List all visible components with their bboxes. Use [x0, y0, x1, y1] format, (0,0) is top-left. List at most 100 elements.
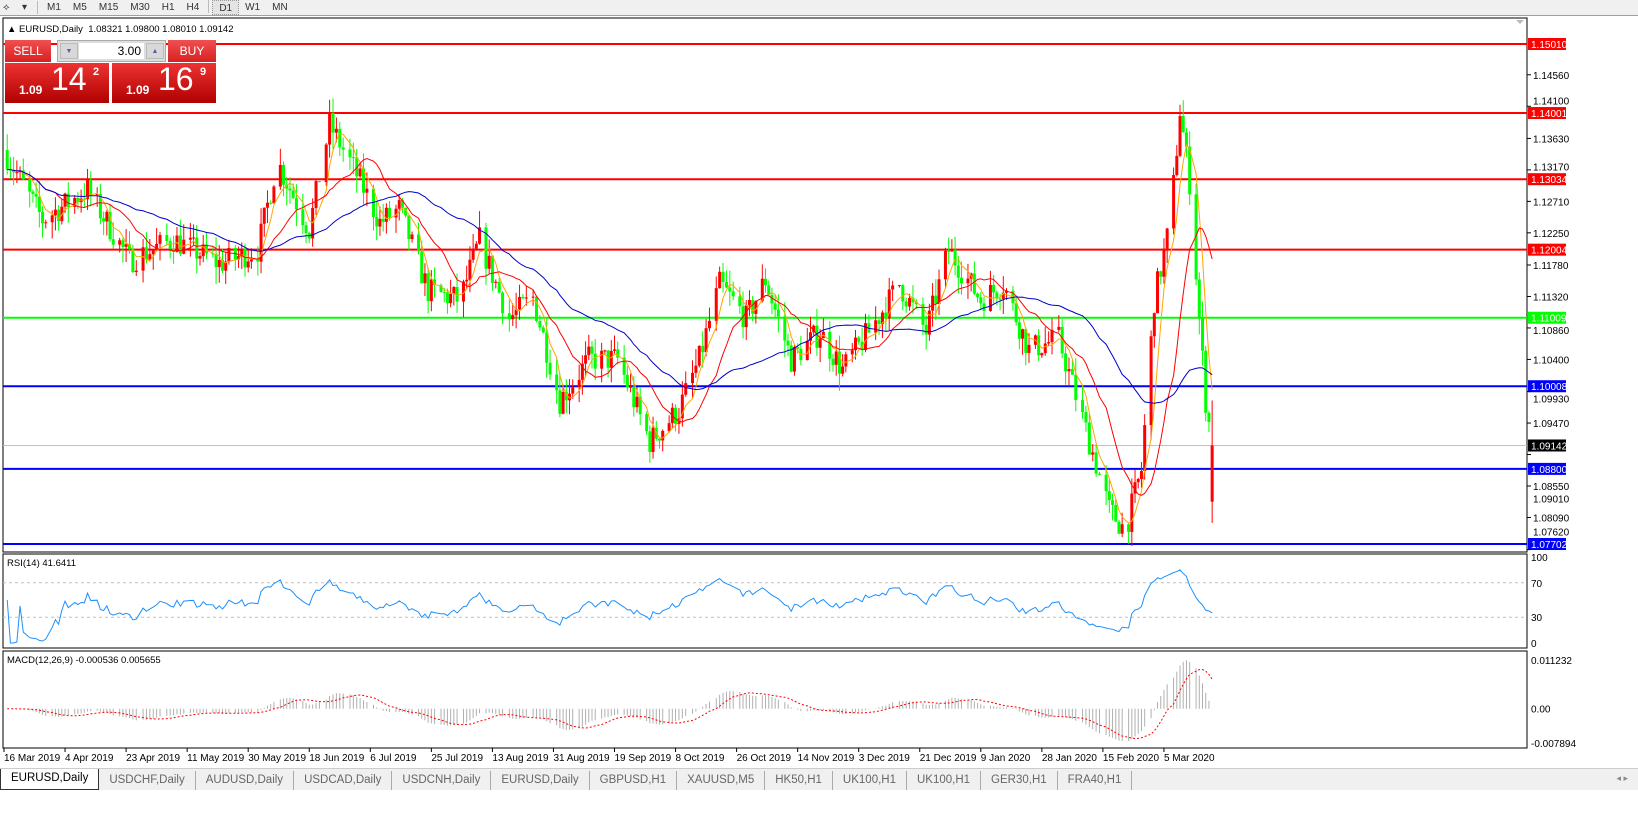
candle-body [15, 172, 19, 174]
candle-body [237, 256, 241, 260]
ohlc-values: 1.08321 1.09800 1.08010 1.09142 [88, 24, 234, 35]
candle-body [294, 198, 298, 210]
candle-body [60, 206, 64, 222]
candle-body [98, 193, 102, 219]
candle-body [1120, 524, 1124, 534]
candle-body [445, 292, 449, 304]
candle-body [44, 222, 48, 224]
line-studies-icon[interactable]: ⟡ [3, 2, 10, 13]
candle-body [587, 346, 591, 356]
candle-body [461, 281, 465, 302]
chart-tab[interactable]: FRA40,H1 [1058, 771, 1133, 790]
candle-body [410, 234, 414, 240]
candle-body [786, 340, 790, 346]
timeframe-m30[interactable]: M30 [130, 2, 150, 13]
candle-body [41, 211, 45, 224]
candle-body [625, 374, 629, 388]
candle-body [204, 244, 208, 254]
timeframe-m15[interactable]: M15 [98, 2, 119, 13]
chart-tab[interactable]: USDCHF,Daily [99, 771, 196, 790]
candle-body [837, 351, 841, 374]
chart-tab[interactable]: XAUUSD,M5 [677, 771, 766, 790]
chart-tab[interactable]: UK100,H1 [907, 771, 982, 790]
candle-body [609, 350, 613, 368]
lot-increase-button[interactable]: ▲ [146, 43, 164, 59]
macd-histogram [9, 660, 1213, 742]
candle-body [217, 260, 221, 268]
lot-size-input[interactable] [79, 43, 144, 59]
sell-price-button[interactable]: 1.09 14 2 [5, 61, 109, 103]
rsi-tick-label: 0 [1531, 639, 1537, 650]
candle-body [694, 365, 698, 373]
chart-canvas[interactable]: 1.15010 1.14001 1.13034 1.12004 1.11009 1.100… [0, 0, 1638, 768]
chart-tab[interactable]: HK50,H1 [765, 771, 833, 790]
candle-body [600, 350, 604, 369]
candle-body [497, 281, 501, 293]
chart-tab[interactable]: GBPUSD,H1 [590, 771, 678, 790]
candle-body [433, 279, 437, 286]
chart-tab[interactable]: AUDUSD,Daily [196, 771, 295, 790]
candle-body [613, 349, 616, 351]
candle-body [21, 170, 25, 180]
lot-decrease-button[interactable]: ▼ [60, 43, 78, 59]
buy-button[interactable]: BUY [168, 40, 216, 62]
candle-body [511, 315, 515, 320]
timeframe-h1[interactable]: H1 [161, 2, 175, 13]
candle-body [439, 285, 443, 292]
sell-price-fraction: 2 [93, 66, 100, 78]
chart-tab[interactable]: GER30,H1 [981, 771, 1058, 790]
chart-tab[interactable]: UK100,H1 [833, 771, 907, 790]
chart-tab[interactable]: EURUSD,Daily [0, 769, 100, 790]
timeframe-m5[interactable]: M5 [72, 2, 87, 13]
candle-body [584, 355, 588, 364]
timeframe-mn[interactable]: MN [272, 2, 288, 13]
candle-body [697, 345, 701, 366]
main-panel-frame [2, 17, 1528, 553]
candle-body [760, 278, 764, 302]
chart-tab[interactable]: EURUSD,Daily [491, 771, 590, 790]
candle-body [815, 325, 819, 348]
candle-body [282, 164, 286, 185]
candle-body [73, 197, 77, 207]
candle-body [606, 350, 610, 368]
candle-body [701, 345, 705, 353]
timeframe-w1[interactable]: W1 [245, 2, 261, 13]
candle-body [1098, 473, 1102, 475]
candle-body [1091, 452, 1095, 455]
candle-body [141, 247, 145, 271]
time-tick-label: 13 Aug 2019 [492, 753, 549, 764]
candle-body [721, 271, 725, 283]
sell-button[interactable]: SELL [5, 40, 51, 62]
candle-body [518, 296, 522, 310]
chart-tab[interactable]: USDCNH,Daily [392, 771, 492, 790]
timeframe-d1[interactable]: D1 [212, 0, 240, 15]
macd-signal-line [7, 669, 1213, 740]
tab-scroll-arrows[interactable]: ◂ ▸ [1616, 773, 1628, 783]
timeframe-m1[interactable]: M1 [47, 2, 61, 13]
candle-body [707, 320, 711, 329]
price-tick-label: 1.12710 [1533, 197, 1570, 208]
ma-fast-line [7, 132, 1213, 524]
buy-price-button[interactable]: 1.09 16 9 [112, 61, 216, 103]
candle-body [50, 215, 54, 223]
dropdown-arrow-icon[interactable]: ▾ [22, 2, 28, 13]
candle-body [976, 293, 980, 298]
candle-body [291, 190, 295, 199]
lot-size-stepper[interactable]: ▼ ▲ [57, 40, 166, 62]
price-level-label: 1.12004 [1531, 246, 1568, 257]
candle-body [874, 320, 878, 333]
sell-price-pips: 14 [51, 61, 87, 97]
candle-body [66, 193, 70, 207]
candle-body [661, 430, 665, 441]
candle-body [1027, 344, 1031, 353]
chart-shift-marker [1516, 20, 1524, 24]
candle-body [1127, 524, 1131, 532]
candle-body [767, 285, 771, 295]
candle-body [751, 299, 755, 314]
price-tick-label: 1.13170 [1533, 163, 1570, 174]
candle-body [487, 255, 491, 269]
candle-body [684, 383, 688, 395]
candle-body [950, 249, 954, 252]
timeframe-h4[interactable]: H4 [186, 2, 200, 13]
chart-tab[interactable]: USDCAD,Daily [294, 771, 393, 790]
